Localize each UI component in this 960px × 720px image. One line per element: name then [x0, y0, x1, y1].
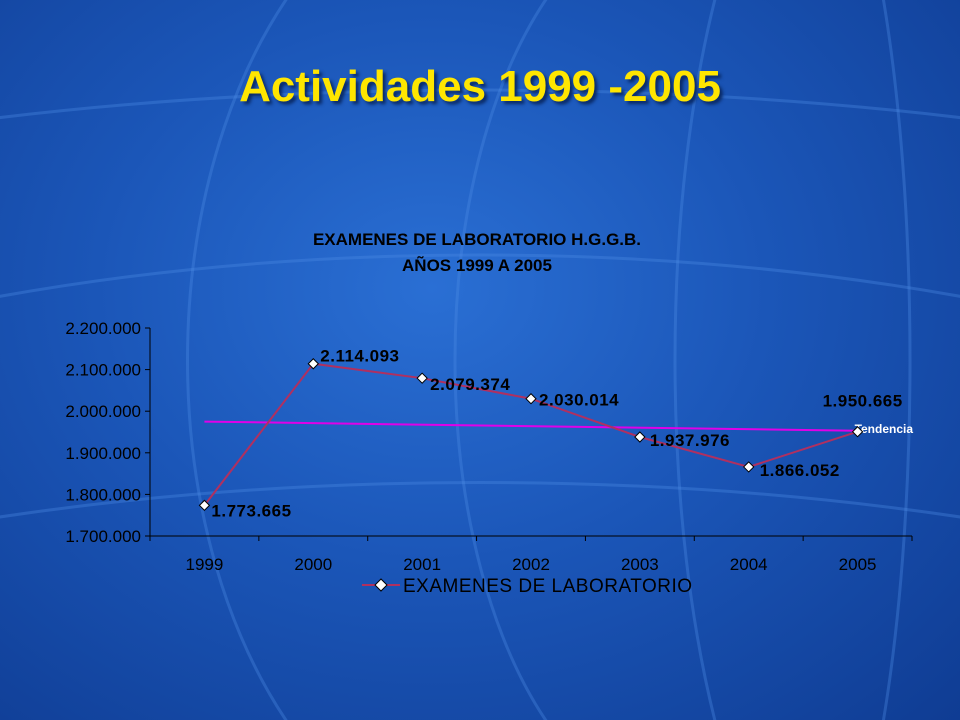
y-tick-label: 1.700.000 [65, 527, 141, 546]
data-label: 1.950.665 [823, 392, 903, 411]
chart-subtitle: AÑOS 1999 A 2005 [402, 255, 552, 275]
slide-title: Actividades 1999 -2005 [239, 62, 721, 111]
data-label: 1.937.976 [650, 431, 730, 450]
legend: EXAMENES DE LABORATORIO [362, 576, 693, 597]
x-tick-label: 2005 [839, 555, 877, 574]
bg-curve [0, 481, 960, 519]
bg-curve [0, 253, 960, 298]
data-point [634, 431, 646, 443]
bg-curve [0, 88, 960, 120]
data-point [416, 372, 428, 384]
x-tick-label: 2000 [294, 555, 332, 574]
y-tick-label: 2.200.000 [65, 319, 141, 338]
x-tick-label: 2003 [621, 555, 659, 574]
data-label: 1.773.665 [211, 501, 291, 520]
x-tick-label: 2004 [730, 555, 768, 574]
bg-curve [673, 0, 717, 720]
y-tick-label: 1.800.000 [65, 485, 141, 504]
series-line [203, 362, 858, 506]
legend-marker-icon [374, 578, 388, 592]
x-tick-label: 2001 [403, 555, 441, 574]
data-label: 1.866.052 [760, 461, 840, 480]
data-point [307, 358, 319, 370]
bg-curve [186, 0, 288, 720]
data-point [743, 461, 755, 473]
y-tick-label: 2.000.000 [65, 402, 141, 421]
data-label: 2.079.374 [430, 375, 510, 394]
bg-curve [881, 0, 912, 720]
trend-label: Tendencia [855, 422, 914, 436]
data-point [525, 393, 537, 405]
data-label: 2.114.093 [320, 347, 399, 366]
legend-label: EXAMENES DE LABORATORIO [403, 576, 693, 597]
data-label: 2.030.014 [539, 391, 619, 410]
trend-line [204, 420, 858, 432]
y-tick-label: 2.100.000 [65, 361, 141, 380]
x-tick-label: 2002 [512, 555, 550, 574]
chart-title: EXAMENES DE LABORATORIO H.G.G.B. [313, 230, 641, 249]
bg-curve [453, 0, 548, 720]
data-point [198, 499, 211, 512]
data-point [851, 426, 864, 438]
y-tick-label: 1.900.000 [65, 444, 141, 463]
x-tick-label: 1999 [186, 555, 224, 574]
